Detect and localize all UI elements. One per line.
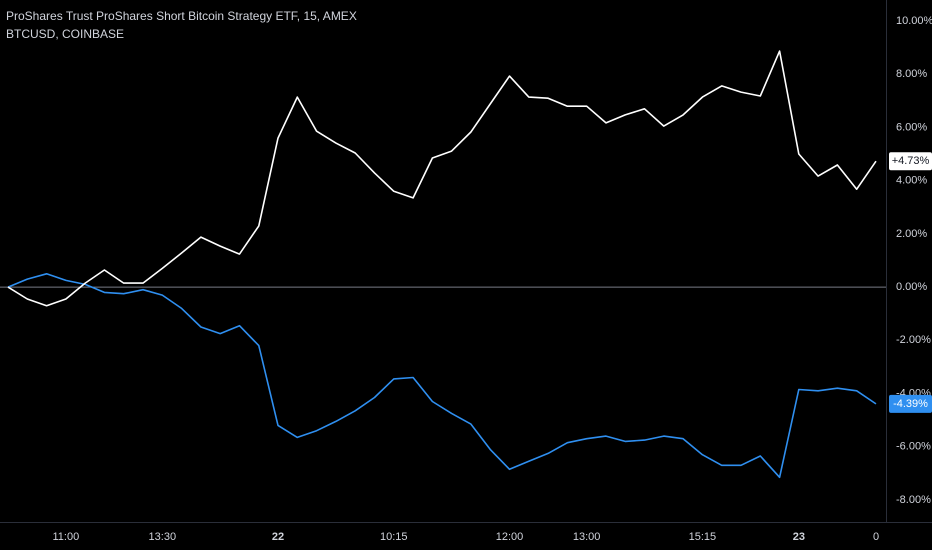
- x-tick-label: 13:30: [149, 531, 177, 543]
- x-tick-label: 11:00: [53, 531, 80, 543]
- x-tick-label: 10:15: [380, 531, 408, 543]
- legend-entry: BTCUSD, COINBASE: [6, 27, 124, 41]
- y-tick-label: 8.00%: [896, 68, 927, 80]
- x-tick-label: 23: [793, 531, 805, 543]
- y-tick-label: 2.00%: [896, 228, 927, 240]
- x-tick-label: 13:00: [573, 531, 601, 543]
- series-line: [7, 50, 877, 307]
- x-tick-label: 22: [272, 531, 284, 543]
- series-line: [7, 272, 877, 479]
- y-tick-label: 4.00%: [896, 175, 927, 187]
- x-tick-label: 0: [873, 531, 879, 543]
- last-value-badge: [889, 394, 932, 413]
- x-tick-label: 12:00: [496, 531, 524, 543]
- y-tick-label: 6.00%: [896, 121, 927, 133]
- last-value-badge: [889, 152, 932, 171]
- x-tick-label: 15:15: [689, 531, 717, 543]
- y-tick-label: -8.00%: [896, 494, 931, 506]
- legend-entry: ProShares Trust ProShares Short Bitcoin …: [6, 9, 357, 23]
- y-tick-label: -2.00%: [896, 334, 931, 346]
- y-tick-label: 0.00%: [896, 281, 927, 293]
- last-value-label: +4.73%: [892, 155, 930, 167]
- last-value-label: -4.39%: [893, 398, 928, 410]
- y-tick-label: -6.00%: [896, 441, 931, 453]
- y-tick-label: 10.00%: [896, 15, 932, 27]
